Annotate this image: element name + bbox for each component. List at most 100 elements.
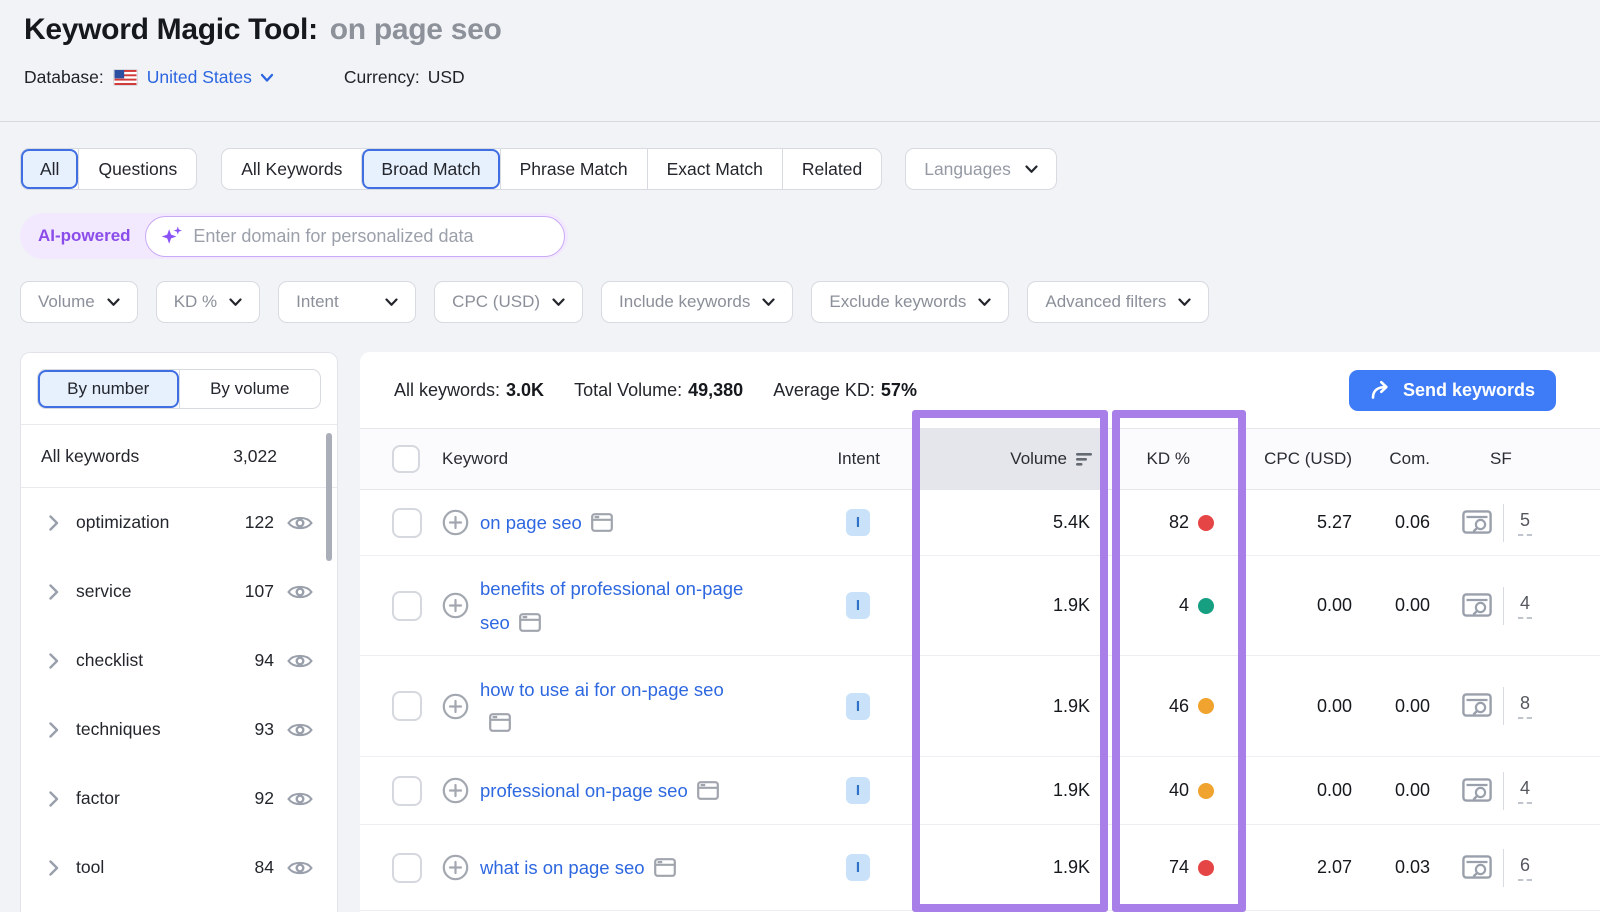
serp-features-icon[interactable] (1462, 854, 1492, 881)
chevron-down-icon (978, 297, 991, 307)
languages-dropdown[interactable]: Languages (905, 148, 1057, 190)
tab-all-keywords[interactable]: All Keywords (241, 158, 343, 179)
add-keyword-icon[interactable] (442, 693, 469, 720)
serp-features-icon[interactable] (1462, 592, 1492, 619)
column-cpc[interactable]: CPC (USD) (1264, 449, 1352, 468)
serp-preview-icon[interactable] (489, 712, 511, 732)
column-intent[interactable]: Intent (837, 449, 880, 468)
filter-volume[interactable]: Volume (20, 281, 138, 323)
chevron-down-icon[interactable] (260, 73, 274, 83)
toggle-by-number[interactable]: By number (38, 369, 179, 408)
intent-badge[interactable]: I (846, 854, 870, 881)
sidebar-all-keywords[interactable]: All keywords 3,022 (21, 425, 337, 488)
tab-broad-match[interactable]: Broad Match (361, 149, 500, 189)
intent-badge[interactable]: I (846, 592, 870, 619)
filter-label: Advanced filters (1045, 292, 1167, 311)
tab-phrase-match[interactable]: Phrase Match (499, 149, 647, 189)
column-com[interactable]: Com. (1389, 449, 1430, 468)
ai-powered-badge: AI-powered (38, 226, 131, 245)
domain-input-box[interactable] (144, 215, 565, 257)
kd-value: 74 (1168, 857, 1189, 877)
serp-features-icon[interactable] (1462, 777, 1492, 804)
eye-icon[interactable] (286, 581, 314, 603)
eye-icon[interactable] (286, 857, 314, 879)
stat-all-keywords: All keywords: 3.0K (394, 379, 545, 400)
intent-badge[interactable]: I (846, 692, 870, 720)
sidebar-item-techniques[interactable]: techniques 93 (21, 695, 337, 764)
eye-icon[interactable] (286, 719, 314, 741)
sf-count[interactable]: 6 (1518, 855, 1533, 881)
select-all-checkbox[interactable] (392, 445, 420, 473)
volume-value: 1.9K (1052, 695, 1090, 716)
add-keyword-icon[interactable] (442, 592, 469, 619)
row-checkbox[interactable] (392, 775, 422, 806)
tab-questions[interactable]: Questions (78, 149, 196, 189)
intent-badge[interactable]: I (846, 509, 870, 536)
intent-badge[interactable]: I (846, 777, 870, 804)
group-count: 107 (244, 581, 274, 601)
send-keywords-button[interactable]: Send keywords (1348, 369, 1556, 411)
add-keyword-icon[interactable] (442, 509, 469, 536)
chevron-down-icon (385, 297, 398, 307)
stat-total-volume: Total Volume: 49,380 (574, 379, 744, 400)
sf-count[interactable]: 4 (1518, 778, 1533, 804)
group-count: 84 (254, 857, 274, 877)
keyword-link[interactable]: what is on page seo (480, 856, 645, 878)
filter-label: Intent (296, 292, 339, 311)
sidebar-item-tool[interactable]: tool 84 (21, 833, 337, 902)
chevron-down-icon (229, 297, 242, 307)
toggle-by-volume[interactable]: By volume (178, 369, 321, 408)
filter-label: Volume (38, 292, 95, 311)
keyword-link[interactable]: on page seo (480, 511, 582, 533)
sf-count[interactable]: 5 (1518, 510, 1533, 536)
page-header: Keyword Magic Tool: on page seo Database… (0, 0, 1600, 122)
sf-count[interactable]: 4 (1518, 593, 1533, 619)
row-checkbox[interactable] (392, 691, 422, 721)
serp-features-icon[interactable] (1462, 693, 1492, 719)
sidebar-item-factor[interactable]: factor 92 (21, 764, 337, 833)
database-selector[interactable]: United States (146, 67, 252, 87)
column-keyword[interactable]: Keyword (442, 449, 509, 468)
query-text: on page seo (329, 13, 502, 46)
tab-exact-match[interactable]: Exact Match (646, 149, 782, 189)
column-volume[interactable]: Volume (912, 429, 1108, 489)
cpc-value: 0.00 (1316, 695, 1352, 716)
keyword-link[interactable]: professional on-page seo (480, 779, 688, 801)
filter-advanced[interactable]: Advanced filters (1027, 281, 1210, 323)
eye-icon[interactable] (286, 650, 314, 672)
eye-icon[interactable] (286, 788, 314, 810)
serp-preview-icon[interactable] (653, 857, 676, 877)
filter-kd[interactable]: KD % (155, 281, 261, 323)
row-checkbox[interactable] (392, 590, 422, 621)
table-row: on page seo I 5.4K 82 5.27 0.06 5 (360, 490, 1600, 556)
domain-input[interactable] (193, 225, 550, 247)
serp-features-icon[interactable] (1462, 509, 1492, 536)
tool-title: Keyword Magic Tool: (24, 13, 318, 46)
keyword-link[interactable]: benefits of professional on-page seo (480, 578, 744, 633)
row-checkbox[interactable] (392, 852, 422, 883)
column-sf[interactable]: SF (1490, 449, 1512, 468)
keyword-link[interactable]: how to use ai for on-page seo (480, 679, 724, 701)
filter-intent[interactable]: Intent (278, 281, 417, 323)
add-keyword-icon[interactable] (442, 854, 469, 881)
serp-preview-icon[interactable] (590, 512, 613, 532)
sidebar-item-checklist[interactable]: checklist 94 (21, 626, 337, 695)
sort-descending-icon (1076, 452, 1092, 466)
eye-icon[interactable] (286, 512, 314, 534)
filter-include-keywords[interactable]: Include keywords (601, 281, 794, 323)
column-kd[interactable]: KD % (1146, 449, 1190, 468)
sf-count[interactable]: 8 (1518, 693, 1533, 719)
tab-all[interactable]: All (21, 149, 79, 189)
filter-exclude-keywords[interactable]: Exclude keywords (811, 281, 1010, 323)
kd-difficulty-dot (1198, 514, 1214, 531)
serp-preview-icon[interactable] (696, 780, 719, 800)
sidebar-item-optimization[interactable]: optimization 122 (21, 488, 337, 557)
sidebar-item-service[interactable]: service 107 (21, 557, 337, 626)
tab-related[interactable]: Related (781, 149, 881, 189)
scrollbar-thumb[interactable] (326, 433, 332, 561)
stat-average-kd: Average KD: 57% (773, 379, 917, 400)
add-keyword-icon[interactable] (442, 777, 469, 804)
serp-preview-icon[interactable] (518, 612, 541, 632)
row-checkbox[interactable] (392, 507, 422, 538)
filter-cpc[interactable]: CPC (USD) (434, 281, 584, 323)
